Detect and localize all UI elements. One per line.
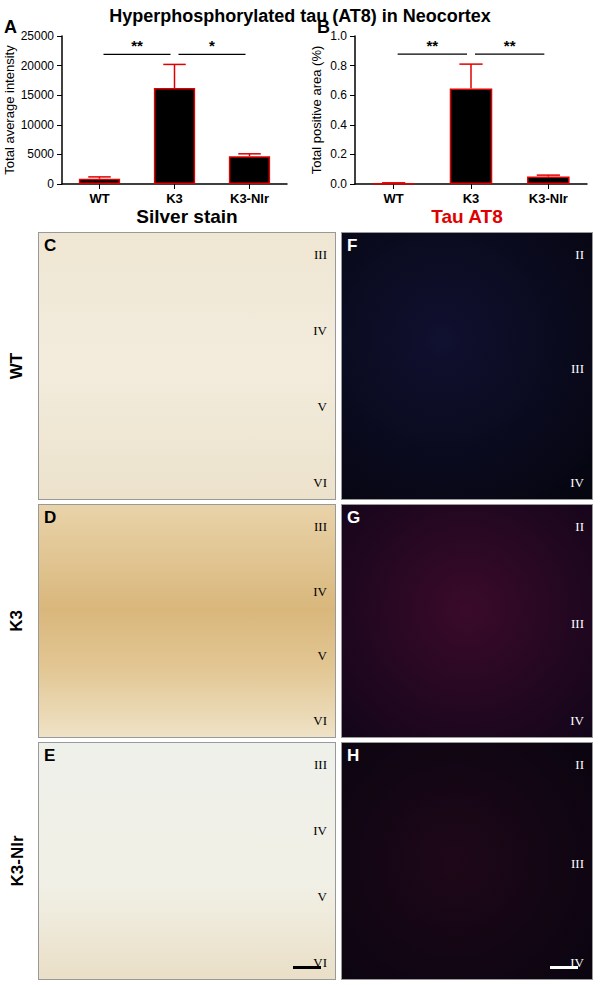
svg-text:K3-NIr: K3-NIr <box>529 191 568 206</box>
svg-text:0.2: 0.2 <box>330 147 347 161</box>
html-text:II: II <box>575 247 584 262</box>
svg-text:15000: 15000 <box>21 88 55 102</box>
svg-text:5000: 5000 <box>27 147 54 161</box>
svg-text:K3: K3 <box>463 191 480 206</box>
html-text:III: III <box>571 856 584 871</box>
html-text:IV: IV <box>570 713 584 728</box>
html-text:II: II <box>575 757 584 772</box>
html-text:VI: VI <box>313 475 327 490</box>
html-text:Silver stain: Silver stain <box>136 206 238 227</box>
svg-text:*: * <box>209 37 215 54</box>
svg-text:0: 0 <box>47 177 54 191</box>
html-text:VI: VI <box>313 955 327 970</box>
svg-text:0.8: 0.8 <box>330 59 347 73</box>
svg-text:Total positive area (%): Total positive area (%) <box>309 46 324 175</box>
svg-text:B: B <box>317 17 330 37</box>
html-text:IV: IV <box>313 583 327 599</box>
html-text:WT: WT <box>7 352 26 380</box>
html-text:IV: IV <box>313 823 327 838</box>
svg-text:K3: K3 <box>166 191 183 206</box>
html-text:F: F <box>347 236 358 255</box>
html-text:IV: IV <box>313 323 327 338</box>
svg-text:Hyperphosphorylated tau (AT8): Hyperphosphorylated tau (AT8) in Neocort… <box>109 6 491 26</box>
html-text:E: E <box>44 746 56 765</box>
html-text:V: V <box>317 399 327 414</box>
svg-text:**: ** <box>426 37 438 54</box>
svg-text:10000: 10000 <box>21 118 55 132</box>
svg-text:WT: WT <box>384 191 404 206</box>
html-text:K3-NIr: K3-NIr <box>7 835 26 887</box>
html-text:III: III <box>571 616 584 631</box>
html-text:III: III <box>314 757 327 772</box>
html-text:C: C <box>44 236 57 255</box>
svg-text:A: A <box>4 17 17 37</box>
html-text:Tau AT8: Tau AT8 <box>431 206 503 227</box>
svg-text:Total average intensity: Total average intensity <box>2 45 17 175</box>
html-text:H: H <box>347 746 360 765</box>
html-text:VI: VI <box>313 713 327 728</box>
svg-text:**: ** <box>131 37 143 54</box>
svg-text:**: ** <box>504 37 516 54</box>
svg-text:WT: WT <box>89 191 109 206</box>
svg-text:0.4: 0.4 <box>330 118 347 132</box>
svg-text:20000: 20000 <box>21 59 55 73</box>
svg-text:0.0: 0.0 <box>330 177 347 191</box>
html-text:V: V <box>317 889 327 904</box>
html-text:III: III <box>571 361 584 376</box>
html-text:III: III <box>314 519 327 534</box>
html-text:IV: IV <box>570 475 584 490</box>
svg-text:0.6: 0.6 <box>330 88 347 102</box>
html-text:III: III <box>314 247 327 262</box>
svg-text:K3-NIr: K3-NIr <box>230 191 269 206</box>
html-text:D: D <box>44 508 57 527</box>
html-text:II: II <box>575 519 584 534</box>
svg-text:25000: 25000 <box>21 29 55 43</box>
html-text:K3: K3 <box>7 610 26 632</box>
svg-text:1.0: 1.0 <box>330 29 347 43</box>
html-text:V: V <box>317 648 327 664</box>
html-text:IV: IV <box>570 955 584 970</box>
html-text:G: G <box>347 508 361 527</box>
